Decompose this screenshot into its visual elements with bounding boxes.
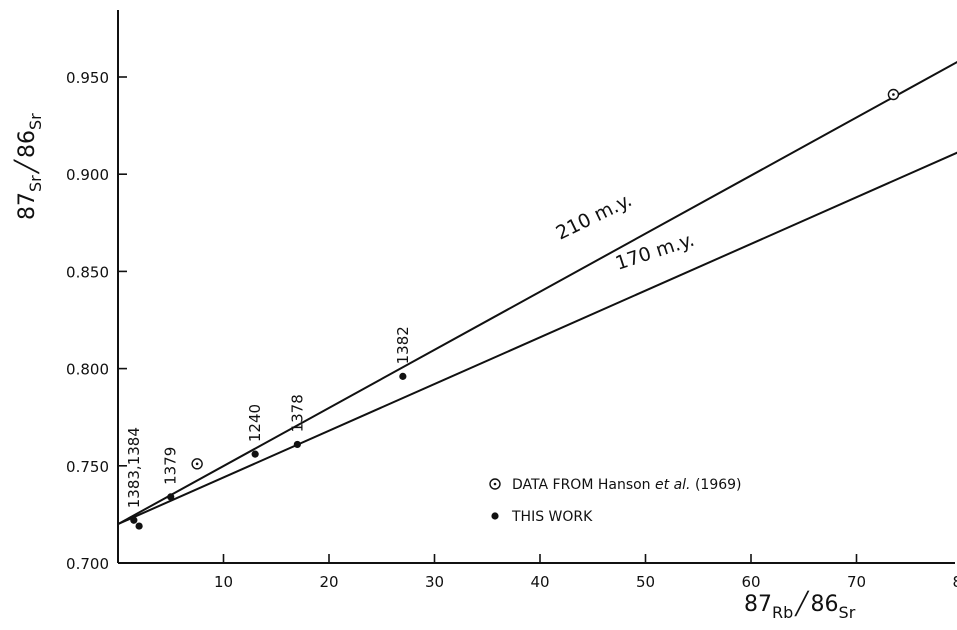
y-axis-title: 87Sr╱86Sr bbox=[13, 113, 45, 220]
legend-marker-center bbox=[493, 482, 497, 486]
point-label: 1383,1384 bbox=[125, 427, 143, 508]
x-axis-title-mass-2: 86 bbox=[811, 592, 839, 617]
y-tick-label: 0.850 bbox=[66, 263, 109, 281]
x-axis-title-mass-1: 87 bbox=[744, 592, 772, 617]
y-tick-label: 0.900 bbox=[66, 166, 109, 184]
legend-text-italic: et al. bbox=[655, 477, 690, 493]
x-tick-label: 30 bbox=[425, 573, 444, 591]
data-point bbox=[167, 493, 175, 501]
x-tick-label: 50 bbox=[636, 573, 655, 591]
y-tick-label: 0.700 bbox=[66, 555, 109, 573]
data-point bbox=[130, 516, 138, 524]
x-tick-label: 40 bbox=[530, 573, 549, 591]
x-tick-label: 10 bbox=[214, 573, 233, 591]
data-point bbox=[293, 440, 301, 449]
y-axis-title-slash: ╱ bbox=[13, 158, 40, 174]
point-label: 1379 bbox=[162, 447, 180, 485]
y-tick-label: 0.950 bbox=[66, 69, 109, 87]
legend-text: DATA FROM Hanson bbox=[512, 477, 655, 493]
data-point-center bbox=[892, 93, 895, 96]
legend-label: DATA FROM Hanson et al. (1969) bbox=[512, 477, 742, 493]
legend-text-suffix: (1969) bbox=[691, 477, 742, 493]
x-tick-label: 80 bbox=[952, 573, 957, 591]
x-axis-title-slash: ╱ bbox=[794, 590, 810, 617]
y-axis-title-mass-1: 87 bbox=[15, 192, 40, 220]
point-labels: 1383,1384 1379 1240 1378 1382 bbox=[125, 326, 412, 508]
x-tick-label: 60 bbox=[741, 573, 760, 591]
data-points bbox=[130, 88, 900, 530]
y-tick-label: 0.800 bbox=[66, 361, 109, 379]
isochron-lines: 210 m.y.170 m.y. bbox=[117, 60, 957, 526]
data-point bbox=[251, 450, 259, 458]
isochron-label: 170 m.y. bbox=[613, 229, 697, 275]
legend-text: THIS WORK bbox=[511, 509, 593, 525]
data-point bbox=[135, 522, 143, 530]
isochron-label: 210 m.y. bbox=[553, 189, 636, 244]
point-label: 1378 bbox=[288, 394, 306, 432]
x-tick-label: 70 bbox=[847, 573, 866, 591]
y-axis-title-mass-2: 86 bbox=[15, 130, 40, 158]
x-axis-title: 87Rb╱86Sr bbox=[744, 590, 856, 622]
isochron-line bbox=[117, 151, 957, 526]
x-axis-title-element-2: Sr bbox=[839, 603, 856, 622]
isochron-line bbox=[117, 60, 957, 525]
data-point-center bbox=[195, 462, 199, 466]
point-label: 1382 bbox=[394, 326, 412, 364]
x-tick-label: 20 bbox=[319, 573, 338, 591]
axes: 10 20 30 40 50 60 70 80 0.700 0.750 0.800 0.850 0.90… bbox=[66, 10, 957, 591]
legend: DATA FROM Hanson et al. (1969) THIS WORK bbox=[489, 477, 742, 525]
x-axis-title-element-1: Rb bbox=[772, 603, 793, 622]
y-axis-title-element-2: Sr bbox=[26, 113, 45, 130]
point-label: 1240 bbox=[246, 404, 264, 442]
y-axis-title-element-1: Sr bbox=[26, 175, 45, 192]
legend-label: THIS WORK bbox=[511, 509, 593, 525]
legend-marker-filled bbox=[491, 512, 499, 520]
y-tick-label: 0.750 bbox=[66, 458, 109, 476]
data-point bbox=[399, 372, 407, 380]
